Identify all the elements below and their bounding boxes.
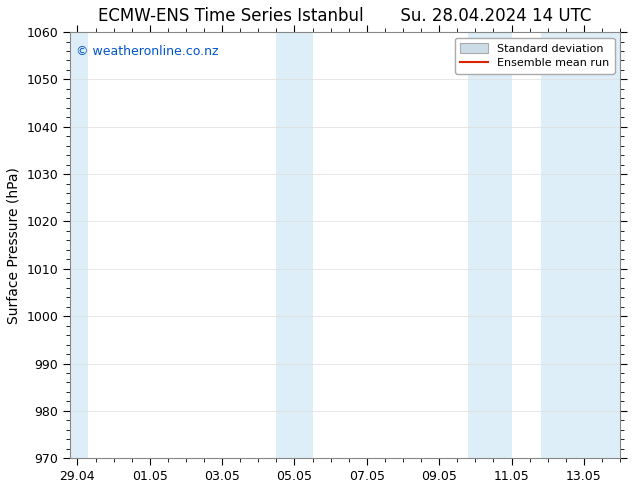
- Bar: [468, 32, 512, 458]
- Title: ECMW-ENS Time Series Istanbul       Su. 28.04.2024 14 UTC: ECMW-ENS Time Series Istanbul Su. 28.04.…: [98, 7, 592, 25]
- Bar: [276, 32, 313, 458]
- Bar: [541, 32, 620, 458]
- Legend: Standard deviation, Ensemble mean run: Standard deviation, Ensemble mean run: [455, 38, 614, 74]
- Bar: [70, 32, 88, 458]
- Y-axis label: Surface Pressure (hPa): Surface Pressure (hPa): [7, 167, 21, 323]
- Text: © weatheronline.co.nz: © weatheronline.co.nz: [75, 45, 218, 58]
